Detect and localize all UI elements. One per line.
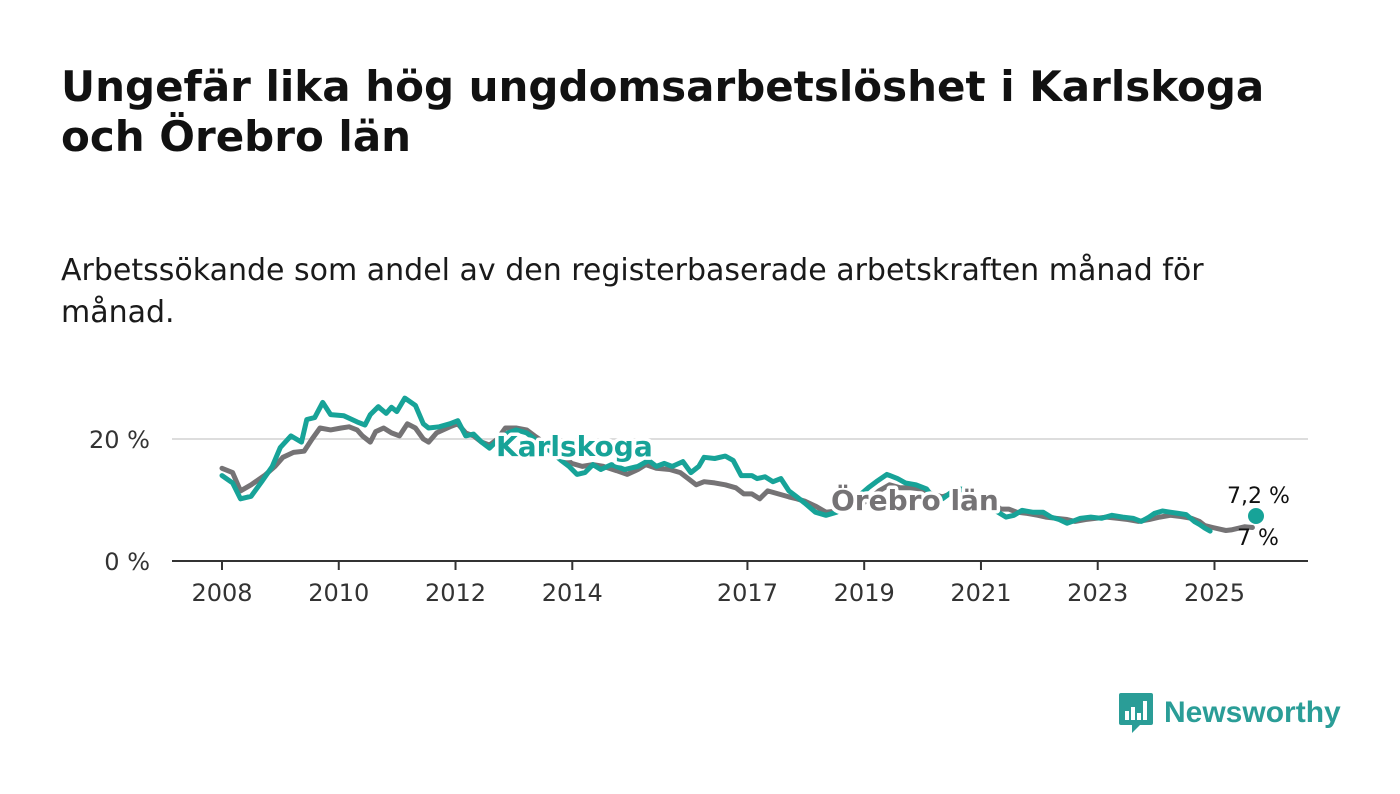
x-tick-label: 2010 (308, 579, 369, 607)
orebro-series-label: Örebro län (831, 483, 999, 517)
y-tick-label: 20 % (89, 426, 150, 454)
brand-name: Newsworthy (1164, 696, 1341, 729)
chart-title: Ungefär lika hög ungdomsarbetslöshet i K… (61, 62, 1265, 161)
series-layer (219, 395, 1264, 534)
karlskoga-end-marker (1248, 508, 1264, 524)
y-tick-label: 0 % (104, 548, 150, 576)
x-tick-label: 2017 (717, 579, 778, 607)
axis-layer: 0 % 20 % 2008 2010 2012 2014 2017 2019 2021 2023 2… (89, 426, 1308, 607)
label-layer: Karlskoga Örebro län 7,2 % 7 % (493, 427, 1290, 552)
orebro-end-value-label: 7 % (1237, 526, 1279, 551)
newsworthy-brand[interactable]: Newsworthy (1118, 690, 1341, 736)
x-tick-label: 2021 (950, 579, 1011, 607)
x-tick-label: 2025 (1184, 579, 1245, 607)
karlskoga-series-label: Karlskoga (496, 430, 653, 463)
karlskoga-end-value-label: 7,2 % (1227, 484, 1290, 509)
x-tick-label: 2008 (191, 579, 252, 607)
x-tick-label: 2023 (1067, 579, 1128, 607)
x-tick-label: 2012 (425, 579, 486, 607)
x-tick-label: 2019 (834, 579, 895, 607)
newsworthy-logo-icon (1119, 693, 1153, 733)
x-tick-label: 2014 (542, 579, 603, 607)
karlskoga-line (219, 395, 1213, 534)
chart-subtitle: Arbetssökande som andel av den registerb… (61, 253, 1204, 330)
